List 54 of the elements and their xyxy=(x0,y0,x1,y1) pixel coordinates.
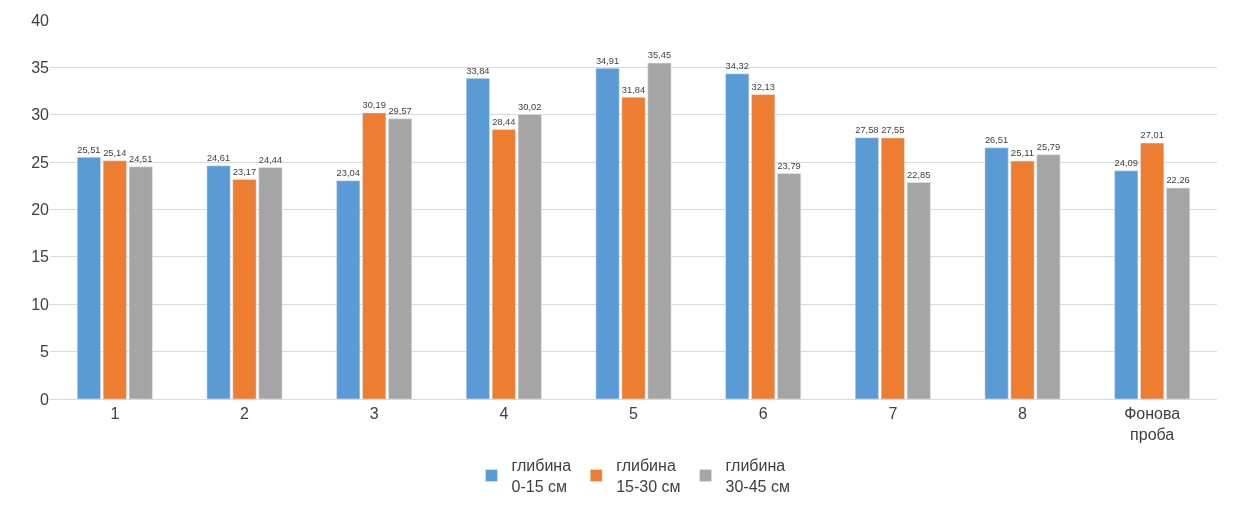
data-label: 25,11 xyxy=(1010,147,1035,159)
y-tick-label: 0 xyxy=(40,390,50,408)
data-label: 24,51 xyxy=(129,154,153,165)
x-tick-label: 6 xyxy=(758,405,768,423)
x-tick-label: Фонова проба xyxy=(1124,405,1181,443)
legend-label: глибина 0-15 см xyxy=(511,457,572,496)
data-label: 34,91 xyxy=(595,55,620,66)
x-tick-label: 7 xyxy=(888,405,898,423)
data-label: 24,09 xyxy=(1114,158,1138,169)
x-tick-label: 5 xyxy=(629,405,639,423)
data-label: 27,58 xyxy=(855,124,879,135)
data-label: 25,14 xyxy=(103,148,127,159)
data-label: 23,04 xyxy=(336,168,360,178)
data-label: 27,01 xyxy=(1140,130,1164,141)
y-tick-label: 5 xyxy=(40,343,50,361)
x-tick-label: 4 xyxy=(499,405,509,423)
legend-label: глибина 15-30 см xyxy=(616,457,681,496)
data-label: 30,02 xyxy=(518,101,542,112)
data-label: 33,84 xyxy=(466,65,490,76)
data-label: 28,44 xyxy=(492,116,516,127)
data-label: 32,13 xyxy=(751,81,775,92)
bar xyxy=(465,78,490,399)
bar xyxy=(1166,187,1191,399)
y-tick-label: 15 xyxy=(31,248,50,266)
y-tick-label: 25 xyxy=(31,153,50,171)
bar xyxy=(388,118,413,399)
data-label: 34,32 xyxy=(725,61,749,72)
data-label: 31,84 xyxy=(621,84,646,95)
x-tick-label: 8 xyxy=(1018,405,1028,423)
data-label: 23,17 xyxy=(232,166,257,177)
data-label: 22,26 xyxy=(1166,175,1190,186)
bar xyxy=(854,137,879,399)
data-label: 24,61 xyxy=(206,153,231,164)
legend-label: глибина 30-45 см xyxy=(725,457,790,496)
y-tick-label: 10 xyxy=(31,295,50,313)
bar xyxy=(777,173,802,399)
x-tick-label: 2 xyxy=(240,405,250,423)
data-label: 25,51 xyxy=(77,144,101,155)
data-label: 26,51 xyxy=(984,135,1009,146)
y-tick-label: 20 xyxy=(31,201,50,219)
y-tick-label: 35 xyxy=(31,58,50,76)
data-label: 35,45 xyxy=(647,50,672,61)
data-label: 23,79 xyxy=(777,160,801,171)
x-tick-label: 1 xyxy=(110,405,120,423)
data-label: 27,55 xyxy=(881,125,905,136)
bar xyxy=(76,157,101,399)
data-label: 29,57 xyxy=(388,106,412,117)
y-tick-label: 30 xyxy=(31,106,50,124)
data-label: 25,79 xyxy=(1036,141,1061,152)
data-label: 30,19 xyxy=(362,100,386,111)
x-tick-label: 3 xyxy=(369,405,379,423)
data-label: 22,85 xyxy=(907,169,931,180)
data-label: 24,44 xyxy=(258,154,283,165)
y-tick-label: 40 xyxy=(31,11,50,29)
